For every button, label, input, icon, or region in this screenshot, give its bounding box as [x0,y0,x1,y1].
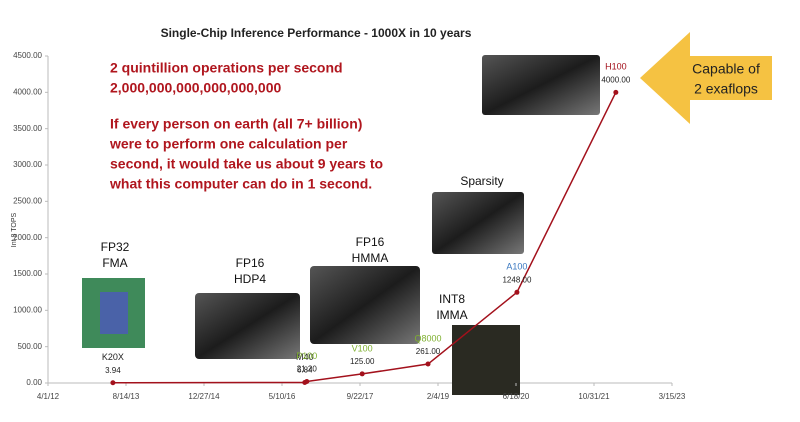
data-point [613,89,619,95]
y-tick-label: 3000.00 [13,160,42,169]
data-point [425,361,431,367]
data-point [514,289,520,295]
y-tick-label: 3500.00 [13,124,42,133]
x-tick-label: 2/4/19 [427,392,450,401]
x-tick-label: 5/10/16 [269,392,296,401]
data-label: 125.00 [350,357,375,366]
callout-arrow [640,32,772,124]
chip-image [482,55,600,115]
y-tick-label: 500.00 [18,342,43,351]
point-name: K20X [102,352,124,362]
y-tick-label: 4000.00 [13,87,42,96]
x-tick-label: 9/22/17 [347,392,374,401]
chip-image [432,192,524,254]
point-name: M40 [296,352,314,362]
chip-label: FP16 [356,235,385,249]
chip-label: Sparsity [460,174,503,188]
fact-text: 2 quintillion operations per second [110,60,343,76]
x-tick-label: 3/15/23 [659,392,686,401]
chart-title: Single-Chip Inference Performance - 1000… [161,26,472,40]
chip-label: IMMA [436,308,467,322]
chip-image [310,266,420,344]
y-tick-label: 2000.00 [13,233,42,242]
data-label: 4000.00 [601,75,630,84]
data-label: 21.20 [297,365,318,374]
point-name: P100 [296,351,317,361]
x-tick-label: 8/14/13 [113,392,140,401]
callout-text: Capable of [692,61,760,77]
x-tick-label: 12/27/14 [188,392,220,401]
data-label: 261.00 [416,347,441,356]
y-tick-label: 2500.00 [13,196,42,205]
fact-text: what this computer can do in 1 second. [109,176,372,192]
chip-label: FMA [102,256,127,270]
callout-text: 2 exaflops [694,81,758,97]
data-point [110,380,116,386]
data-label: 1248.00 [502,275,531,284]
point-name: H100 [605,62,627,72]
y-tick-label: 1000.00 [13,305,42,314]
data-label: 3.94 [105,366,121,375]
y-tick-label: 4500.00 [13,51,42,60]
chip-label: HDP4 [234,272,266,286]
fact-text: were to perform one calculation per [109,136,348,152]
fact-text: 2,000,000,000,000,000,000 [110,80,281,96]
data-point [359,371,365,377]
chip-label: FP32 [101,240,130,254]
x-tick-label: 6/18/20 [503,392,530,401]
y-tick-label: 1500.00 [13,269,42,278]
point-name: V100 [352,343,373,353]
chip-label: INT8 [439,292,465,306]
point-name: A100 [506,262,527,272]
fact-text: If every person on earth (all 7+ billion… [110,116,362,132]
x-tick-label: 10/31/21 [578,392,610,401]
chip-image [195,293,300,359]
chip-label: HMMA [352,251,389,265]
chip-image [100,292,128,334]
y-axis-label: Int 8 TOPS [11,212,18,247]
point-name: Q8000 [415,333,442,343]
chip-image [452,325,520,395]
x-tick-label: 4/1/12 [37,392,60,401]
data-label: 6.84 [297,366,313,375]
fact-text: second, it would take us about 9 years t… [110,156,383,172]
data-point [304,378,310,384]
chip-label: FP16 [236,256,265,270]
y-tick-label: 0.00 [26,378,42,387]
